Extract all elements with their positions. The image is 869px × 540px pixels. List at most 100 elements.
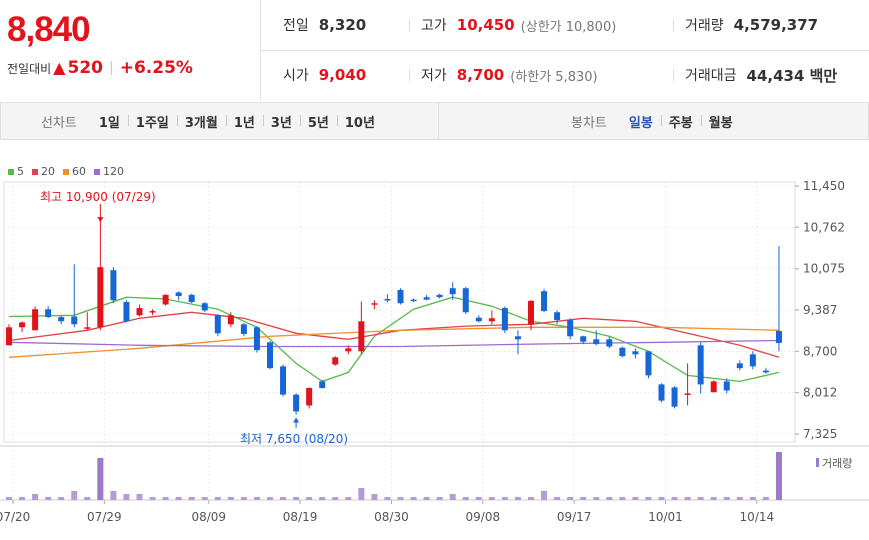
- candle-body: [227, 315, 234, 325]
- candle-body: [267, 342, 273, 369]
- ma-line-120: [8, 339, 780, 348]
- high-arrowhead: [97, 217, 104, 223]
- volume-bar: [684, 497, 691, 500]
- candle-body: [749, 354, 756, 367]
- x-tick-label: 09/17: [557, 510, 592, 524]
- volume-bar: [514, 497, 521, 500]
- x-tick-label: 10/01: [648, 510, 683, 524]
- prev-close-label: 전일: [283, 18, 309, 34]
- candle-body: [253, 327, 260, 351]
- prev-close-value: 8,320: [318, 16, 367, 34]
- volume-bar: [371, 494, 378, 500]
- candle-chart-label: 봉차트: [571, 115, 607, 131]
- volume-bar: [501, 497, 508, 500]
- candle-body: [110, 270, 117, 301]
- candle-body: [567, 320, 574, 337]
- tab-1d[interactable]: 1일: [98, 115, 120, 131]
- x-tick-label: 07/20: [0, 510, 30, 524]
- candle-body: [371, 303, 378, 305]
- tab-monthly[interactable]: 월봉: [700, 112, 741, 131]
- candle-body: [97, 267, 104, 328]
- candle-body: [684, 393, 691, 395]
- volume-bar: [410, 497, 417, 500]
- summary-row-2: 시가 9,040 저가 8,700 (하한가 5,830) 거래대금 44,43…: [261, 50, 869, 100]
- change-label: 전일대비: [7, 61, 52, 76]
- candle-body: [214, 315, 221, 334]
- summary-row-1: 전일 8,320 고가 10,450 (상한가 10,800) 거래량 4,57…: [261, 0, 869, 51]
- tab-1w[interactable]: 1주일: [127, 112, 177, 131]
- volume-bar: [267, 497, 273, 500]
- tab-10y[interactable]: 10년: [336, 112, 383, 131]
- tab-5y[interactable]: 5년: [299, 112, 337, 131]
- chart-tab-bar: 선차트 1일 1주일 3개월 1년 3년 5년 10년 봉차트 일봉 주봉 월봉: [0, 103, 869, 140]
- volume-bar: [593, 497, 600, 500]
- price-box: 8,840 전일대비 ▲ 520 | +6.25%: [0, 0, 261, 101]
- volume-bar: [149, 497, 156, 500]
- candle-body: [358, 321, 365, 352]
- lower-limit: (하한가 5,830): [510, 69, 598, 85]
- tab-3y[interactable]: 3년: [262, 112, 300, 131]
- y-tick-label: 10,762: [803, 220, 845, 234]
- tab-1y[interactable]: 1년: [225, 112, 263, 131]
- candle-body: [436, 294, 443, 298]
- candle-body: [554, 312, 561, 321]
- volume-bar: [332, 497, 339, 500]
- open-price: 시가 9,040: [283, 50, 366, 100]
- candle-body: [619, 347, 626, 357]
- volume-bar: [293, 497, 300, 500]
- candle-body: [149, 311, 156, 313]
- volume-bar: [227, 497, 234, 500]
- candle-body: [514, 336, 521, 340]
- low-price: 저가 8,700 (하한가 5,830): [409, 50, 598, 100]
- prev-close: 전일 8,320: [283, 0, 366, 50]
- y-tick-label: 7,325: [803, 427, 837, 441]
- candle-body: [306, 388, 313, 406]
- candle-body: [319, 381, 326, 389]
- candle-body: [723, 381, 730, 391]
- volume-bar: [201, 497, 208, 500]
- legend-ma60: 60: [63, 165, 86, 178]
- high-annotation: 최고 10,900 (07/29): [40, 190, 156, 204]
- candle-body: [528, 300, 534, 325]
- line-chart-label: 선차트: [41, 115, 77, 131]
- volume-bar: [749, 497, 756, 500]
- tab-3m[interactable]: 3개월: [176, 112, 226, 131]
- volume-label: 거래량: [685, 18, 724, 34]
- volume-bar: [358, 488, 365, 500]
- volume: 거래량 4,579,377: [673, 0, 818, 50]
- tab-daily[interactable]: 일봉: [628, 115, 653, 131]
- tab-weekly[interactable]: 주봉: [660, 112, 701, 131]
- legend-ma120: 120: [94, 165, 124, 178]
- candle-body: [188, 294, 195, 303]
- volume-bar: [97, 458, 104, 500]
- volume-bar: [123, 494, 130, 500]
- volume-bar: [423, 497, 430, 500]
- high-value: 10,450: [456, 16, 515, 34]
- candle-body: [658, 384, 665, 401]
- candle-body: [488, 318, 495, 322]
- volume-bar: [580, 497, 587, 500]
- candle-body: [397, 290, 404, 304]
- y-tick-label: 8,012: [803, 386, 837, 400]
- trade-amount-label: 거래대금: [685, 68, 737, 84]
- volume-bar: [253, 497, 260, 500]
- candle-body: [475, 317, 482, 322]
- candle-body: [332, 357, 339, 365]
- ma-line-60: [8, 326, 780, 358]
- ma-legend: 5 20 60 120: [8, 165, 132, 178]
- candle-body: [162, 294, 169, 305]
- volume-bar: [384, 497, 391, 500]
- volume-bar: [175, 497, 182, 500]
- candle-body: [175, 292, 182, 297]
- volume-bar: [136, 494, 143, 500]
- candle-body: [345, 348, 352, 352]
- volume-bar: [306, 497, 313, 500]
- candle-body: [671, 387, 678, 407]
- x-tick-label: 08/19: [283, 510, 318, 524]
- change-percent: +6.25%: [119, 58, 193, 78]
- volume-bar: [319, 497, 326, 500]
- volume-bar: [619, 497, 626, 500]
- low-arrowhead: [293, 417, 300, 423]
- candle-body: [410, 299, 417, 302]
